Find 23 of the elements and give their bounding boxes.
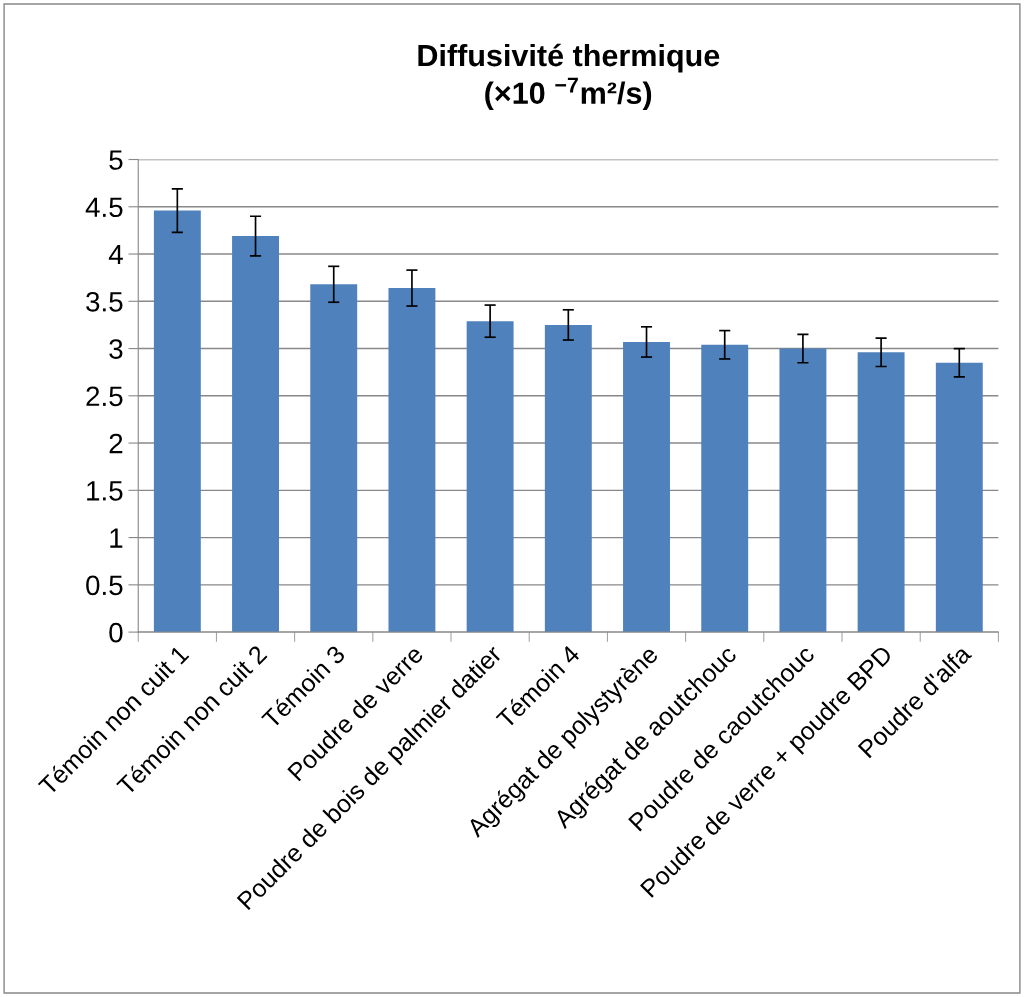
- y-tick-label: 4: [108, 244, 123, 265]
- y-tick-label: 0: [109, 622, 123, 643]
- bar: [857, 352, 905, 633]
- bar: [544, 324, 592, 633]
- y-tick-label: 1.5: [87, 481, 123, 501]
- chart-title: Diffusivité thermique (×10 $^{−7}$m²/s): [418, 43, 720, 111]
- y-tick-label: 4.5: [85, 197, 123, 218]
- bar: [466, 321, 514, 633]
- bar: [623, 341, 670, 633]
- y-tick-label: 2: [109, 433, 123, 454]
- bar: [935, 362, 983, 633]
- bar: [779, 348, 827, 633]
- bar: [701, 344, 749, 633]
- bar: [153, 210, 201, 633]
- y-tick-label: 1: [110, 528, 123, 548]
- bar: [310, 284, 358, 633]
- y-tick-label: 2.5: [86, 386, 123, 407]
- y-tick-label: 5: [109, 150, 123, 170]
- y-tick-label: 3.5: [86, 291, 123, 312]
- y-tick-label: 0.5: [86, 575, 123, 596]
- bar: [232, 236, 279, 633]
- y-tick-label: 3: [109, 339, 123, 359]
- bar: [388, 288, 436, 633]
